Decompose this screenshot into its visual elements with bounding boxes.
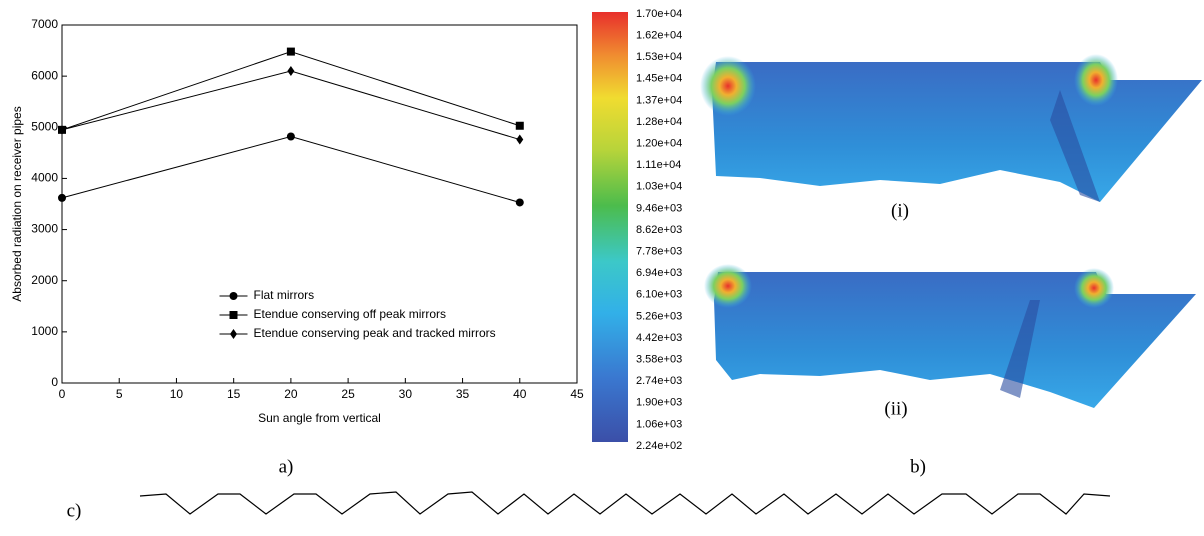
figure: a) b) c) (i) (ii) 0 1000 2000 3000 4000 5000 6… — [0, 0, 1204, 536]
colorbar-label: 1.06e+03 — [636, 418, 682, 430]
colorbar-label: 3.58e+03 — [636, 354, 682, 366]
colorbar-label: 6.10e+03 — [636, 289, 682, 301]
colorbar-label: 9.46e+03 — [636, 202, 682, 214]
legend-label: Etendue conserving off peak mirrors — [254, 307, 447, 321]
series-line — [62, 52, 520, 130]
colorbar-label: 2.24e+02 — [636, 440, 682, 452]
colorbar-label: 1.37e+04 — [636, 94, 682, 106]
y-tick-label: 3000 — [31, 222, 58, 236]
colorbar-label: 2.74e+03 — [636, 375, 682, 387]
legend-label: Etendue conserving peak and tracked mirr… — [254, 326, 496, 340]
series-line — [62, 136, 520, 202]
data-point — [516, 198, 524, 206]
heatmap-i — [700, 54, 1202, 202]
colorbar-label: 1.03e+04 — [636, 181, 682, 193]
mirror-profile — [140, 492, 1110, 514]
colorbar-label: 1.62e+04 — [636, 30, 682, 42]
panel-label: (i) — [891, 200, 909, 221]
colorbar-label: 1.11e+04 — [636, 159, 681, 171]
x-tick-label: 0 — [59, 387, 66, 401]
legend-label: Flat mirrors — [254, 288, 315, 302]
y-tick-label: 5000 — [31, 119, 58, 133]
colorbar-label: 5.26e+03 — [636, 310, 682, 322]
colorbar — [592, 12, 628, 442]
colorbar-label: 1.53e+04 — [636, 51, 682, 63]
x-tick-label: 40 — [513, 387, 527, 401]
y-tick-label: 6000 — [31, 68, 58, 82]
x-tick-label: 45 — [570, 387, 584, 401]
x-axis-label: Sun angle from vertical — [258, 411, 381, 425]
y-tick-label: 1000 — [31, 324, 58, 338]
panel-label: (ii) — [884, 398, 907, 419]
series-line — [62, 71, 520, 140]
data-point — [287, 48, 295, 56]
x-tick-label: 10 — [170, 387, 184, 401]
colorbar-label: 8.62e+03 — [636, 224, 682, 236]
panel-label: c) — [67, 500, 82, 521]
colorbar-label: 4.42e+03 — [636, 332, 682, 344]
colorbar-label: 1.20e+04 — [636, 138, 682, 150]
colorbar-label: 6.94e+03 — [636, 267, 682, 279]
data-point — [287, 66, 294, 76]
data-point — [516, 122, 524, 130]
x-tick-label: 20 — [284, 387, 298, 401]
colorbar-label: 7.78e+03 — [636, 246, 682, 258]
x-tick-label: 35 — [456, 387, 470, 401]
legend-marker — [230, 292, 238, 300]
legend-marker — [230, 329, 237, 339]
data-point — [516, 135, 523, 145]
colorbar-label: 1.28e+04 — [636, 116, 682, 128]
y-tick-label: 0 — [51, 375, 58, 389]
x-tick-label: 30 — [399, 387, 413, 401]
panel-label: b) — [910, 456, 926, 477]
data-point — [58, 194, 66, 202]
x-tick-label: 15 — [227, 387, 241, 401]
heatmap-ii — [704, 264, 1196, 408]
data-point — [287, 132, 295, 140]
colorbar-label: 1.45e+04 — [636, 73, 682, 85]
y-tick-label: 4000 — [31, 171, 58, 185]
y-tick-label: 2000 — [31, 273, 58, 287]
colorbar-label: 1.90e+03 — [636, 397, 682, 409]
panel-label: a) — [279, 456, 294, 477]
y-tick-label: 7000 — [31, 17, 58, 31]
x-tick-label: 5 — [116, 387, 123, 401]
x-tick-label: 25 — [341, 387, 355, 401]
y-axis-label: Absorbed radiation on receiver pipes — [10, 106, 24, 301]
legend-marker — [230, 311, 238, 319]
colorbar-label: 1.70e+04 — [636, 8, 682, 20]
